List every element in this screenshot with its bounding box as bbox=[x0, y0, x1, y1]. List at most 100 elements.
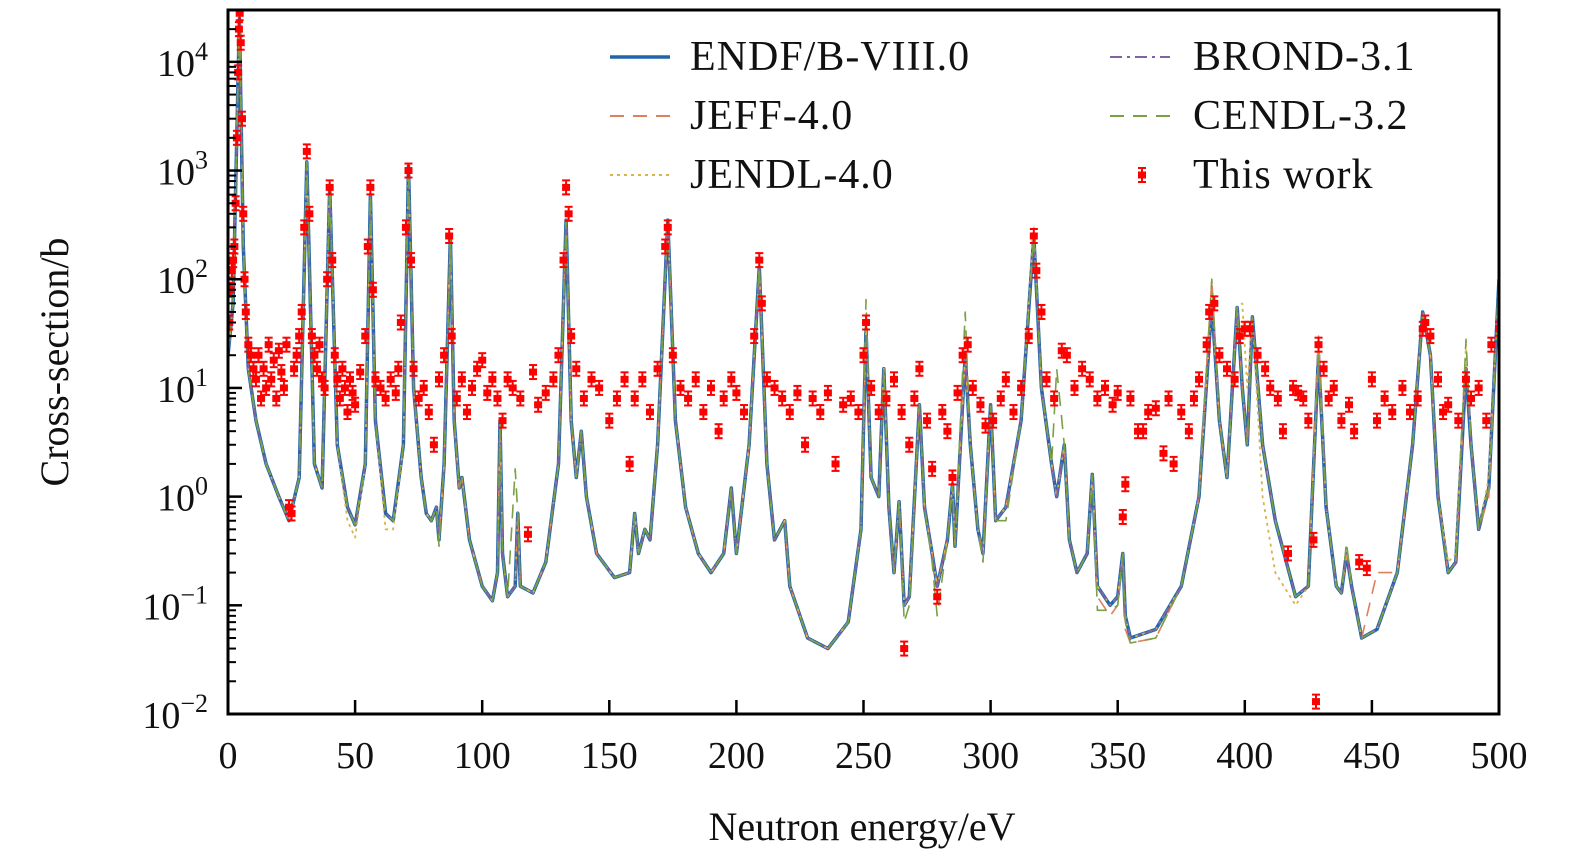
measured-point bbox=[1001, 371, 1010, 388]
measured-point bbox=[493, 390, 502, 407]
data-point bbox=[1367, 375, 1376, 383]
legend-label-endf: ENDF/B-VIII.0 bbox=[690, 34, 970, 80]
data-point bbox=[468, 384, 477, 392]
measured-point bbox=[554, 347, 563, 364]
data-point bbox=[1350, 427, 1359, 435]
data-point bbox=[1205, 308, 1214, 316]
data-point bbox=[928, 465, 937, 473]
data-point bbox=[559, 256, 568, 264]
measured-point bbox=[1009, 404, 1018, 421]
data-point bbox=[897, 408, 906, 416]
data-point bbox=[564, 210, 573, 218]
measured-point bbox=[366, 179, 375, 196]
data-point bbox=[958, 351, 967, 359]
data-point bbox=[404, 167, 413, 175]
data-point bbox=[1062, 351, 1071, 359]
data-point bbox=[348, 389, 357, 397]
measured-point bbox=[625, 455, 634, 472]
data-point bbox=[323, 275, 332, 283]
data-point bbox=[562, 183, 571, 191]
data-point bbox=[1487, 341, 1496, 349]
data-point bbox=[719, 394, 728, 402]
measured-point bbox=[1311, 693, 1320, 710]
measured-point bbox=[862, 314, 871, 331]
data-point bbox=[676, 384, 685, 392]
data-point bbox=[714, 427, 723, 435]
data-point bbox=[1024, 332, 1033, 340]
data-point bbox=[1195, 375, 1204, 383]
measured-point bbox=[1314, 336, 1323, 353]
measured-point bbox=[762, 371, 771, 388]
evaluated-curves bbox=[228, 16, 1499, 651]
measured-point bbox=[933, 588, 942, 605]
measured-point bbox=[236, 34, 245, 51]
data-point bbox=[236, 39, 245, 47]
x-axis-label: Neutron energy/eV bbox=[709, 804, 1016, 849]
measured-point bbox=[251, 371, 260, 388]
data-point bbox=[976, 401, 985, 409]
measured-point bbox=[1085, 371, 1094, 388]
measured-point bbox=[785, 404, 794, 421]
data-point bbox=[1189, 394, 1198, 402]
measured-point bbox=[900, 640, 909, 657]
measured-point bbox=[287, 505, 296, 522]
measured-point bbox=[1337, 412, 1346, 429]
measured-point bbox=[457, 371, 466, 388]
data-point bbox=[567, 332, 576, 340]
data-point bbox=[343, 408, 352, 416]
legend-swatch-this-work bbox=[1138, 167, 1146, 183]
data-point bbox=[452, 394, 461, 402]
measured-point bbox=[414, 390, 423, 407]
data-point bbox=[259, 365, 268, 373]
data-point bbox=[320, 384, 329, 392]
data-point bbox=[854, 408, 863, 416]
data-point bbox=[508, 384, 517, 392]
data-point bbox=[663, 223, 672, 231]
measured-point bbox=[262, 379, 271, 396]
measured-point bbox=[368, 281, 377, 298]
measured-point bbox=[239, 205, 248, 222]
measured-point bbox=[541, 384, 550, 401]
data-point bbox=[232, 134, 241, 142]
measured-point bbox=[1261, 360, 1270, 377]
measured-point bbox=[381, 390, 390, 407]
measured-point bbox=[235, 10, 244, 22]
data-point bbox=[595, 384, 604, 392]
data-point bbox=[356, 368, 365, 376]
data-point bbox=[1164, 394, 1173, 402]
data-point bbox=[1299, 394, 1308, 402]
measured-point bbox=[645, 404, 654, 421]
measured-point bbox=[320, 379, 329, 396]
data-point bbox=[228, 267, 236, 275]
data-point bbox=[923, 417, 932, 425]
measured-point bbox=[1367, 371, 1376, 388]
measured-point bbox=[757, 295, 766, 312]
data-point bbox=[328, 256, 337, 264]
data-point bbox=[1433, 375, 1442, 383]
measured-point bbox=[1042, 371, 1051, 388]
measured-point bbox=[727, 371, 736, 388]
measured-point bbox=[394, 360, 403, 377]
measured-point bbox=[953, 384, 962, 401]
data-point bbox=[246, 351, 255, 359]
measured-point bbox=[1350, 423, 1359, 440]
data-point bbox=[1159, 449, 1168, 457]
measured-point bbox=[1388, 404, 1397, 421]
data-point bbox=[1126, 394, 1135, 402]
y-tick-label: 103 bbox=[157, 146, 208, 194]
measured-point bbox=[1444, 396, 1453, 413]
measured-point bbox=[1398, 379, 1407, 396]
measured-point bbox=[478, 352, 487, 369]
data-point bbox=[429, 441, 438, 449]
data-point bbox=[541, 389, 550, 397]
measured-point bbox=[434, 371, 443, 388]
data-point bbox=[1100, 384, 1109, 392]
measured-point bbox=[1195, 371, 1204, 388]
data-point bbox=[1210, 299, 1219, 307]
axis-tick-labels: 0 50 100 150 200 250 300 350 400 450 500 10−2 10−1 10… bbox=[142, 37, 1527, 777]
measured-point bbox=[1345, 396, 1354, 413]
data-point bbox=[910, 394, 919, 402]
data-point bbox=[1319, 365, 1328, 373]
measured-point bbox=[257, 390, 266, 407]
measured-point bbox=[277, 364, 286, 381]
